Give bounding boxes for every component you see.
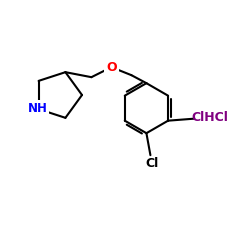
Text: ClHCl: ClHCl: [192, 111, 228, 124]
Text: O: O: [106, 61, 117, 74]
Text: NH: NH: [28, 102, 48, 114]
Text: Cl: Cl: [146, 157, 159, 170]
